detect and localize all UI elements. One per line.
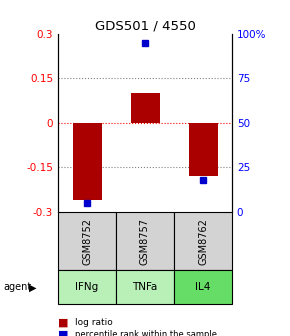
Text: percentile rank within the sample: percentile rank within the sample <box>75 330 218 336</box>
Text: ■: ■ <box>58 318 68 328</box>
Text: IL4: IL4 <box>195 282 211 292</box>
Text: GSM8752: GSM8752 <box>82 218 92 264</box>
Text: TNFa: TNFa <box>132 282 158 292</box>
Text: IFNg: IFNg <box>75 282 99 292</box>
Text: GSM8762: GSM8762 <box>198 218 208 264</box>
Text: ■: ■ <box>58 329 68 336</box>
Bar <box>72 123 102 200</box>
Text: log ratio: log ratio <box>75 318 113 327</box>
Text: ▶: ▶ <box>29 282 37 292</box>
Title: GDS501 / 4550: GDS501 / 4550 <box>95 19 195 33</box>
Bar <box>188 123 218 176</box>
Text: agent: agent <box>3 282 31 292</box>
Text: GSM8757: GSM8757 <box>140 218 150 264</box>
Bar <box>130 93 160 123</box>
